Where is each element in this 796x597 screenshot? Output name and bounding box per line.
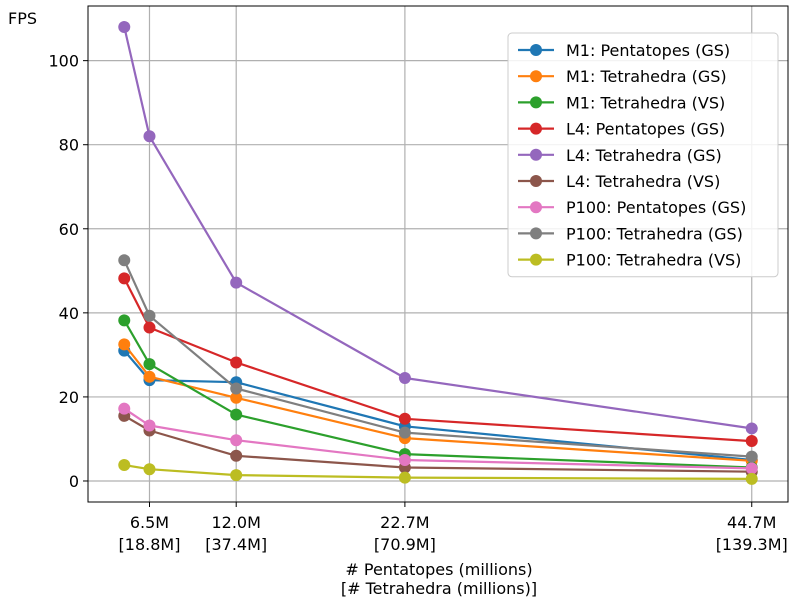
- legend-marker: [530, 253, 542, 266]
- x-tick-sublabel: [139.3M]: [716, 535, 788, 554]
- legend-label: L4: Tetrahedra (VS): [566, 172, 720, 191]
- x-tick-sublabel: [18.8M]: [119, 535, 181, 554]
- x-tick-label: 22.7M: [380, 513, 429, 532]
- axis-layer: 0 20 40 60 80 100 6.5M [18.8M] 12.0M [37.4M] 22.7M…: [48, 52, 787, 554]
- legend-label: L4: Pentatopes (GS): [566, 120, 725, 139]
- series-line: [123, 259, 752, 458]
- y-tick-label: 60: [59, 220, 79, 239]
- series-line: [123, 343, 752, 462]
- legend-label: P100: Tetrahedra (VS): [566, 251, 741, 270]
- data-point: [118, 21, 131, 34]
- data-point: [398, 372, 411, 384]
- y-tick-label: 20: [59, 388, 79, 407]
- series-line: [123, 277, 752, 443]
- data-point: [143, 358, 156, 371]
- series-1: [118, 344, 758, 466]
- plot-area-frame: [87, 5, 789, 503]
- x-tick-label: 12.0M: [211, 513, 260, 532]
- series-9: [118, 459, 758, 485]
- y-tick-label: 40: [59, 304, 79, 323]
- x-tick-sublabel: [37.4M]: [205, 535, 267, 554]
- legend-marker: [530, 122, 542, 135]
- legend-item: P100: Tetrahedra (GS): [518, 224, 743, 243]
- data-point: [143, 309, 156, 322]
- legend-label: M1: Pentatopes (GS): [566, 41, 730, 60]
- legend-marker: [530, 70, 542, 83]
- data-point: [398, 453, 411, 466]
- x-axis-label: # Pentatopes (millions): [345, 560, 532, 579]
- legend-label: M1: Tetrahedra (VS): [566, 93, 725, 112]
- legend-item: P100: Pentatopes (GS): [518, 198, 746, 217]
- data-point: [143, 370, 156, 383]
- series-5: [118, 21, 758, 435]
- data-point: [398, 426, 411, 439]
- x-tick-label: 6.5M: [130, 513, 169, 532]
- x-tick-sublabel: [70.9M]: [374, 535, 436, 554]
- data-point: [143, 321, 156, 334]
- data-point: [745, 462, 758, 475]
- series-layer: [118, 21, 758, 485]
- y-tick-label: 100: [48, 52, 79, 71]
- data-point: [230, 276, 243, 289]
- series-line: [123, 407, 752, 470]
- y-axis-label: FPS: [8, 9, 37, 28]
- legend-item: M1: Pentatopes (GS): [518, 41, 730, 60]
- data-point: [118, 402, 131, 415]
- legend-item: L4: Pentatopes (GS): [518, 120, 725, 139]
- data-point: [230, 391, 243, 404]
- legend-box: [507, 32, 779, 278]
- data-point: [230, 469, 243, 482]
- legend-label: L4: Tetrahedra (GS): [566, 146, 722, 165]
- legend-label: M1: Tetrahedra (GS): [566, 67, 727, 86]
- data-point: [230, 449, 243, 462]
- legend-item: P100: Tetrahedra (VS): [518, 251, 741, 270]
- legend-marker: [530, 44, 542, 56]
- data-point: [143, 130, 156, 143]
- legend-marker: [530, 227, 542, 240]
- data-point: [143, 463, 156, 476]
- data-point: [745, 422, 758, 435]
- legend-item: M1: Tetrahedra (GS): [518, 67, 727, 86]
- data-point: [118, 338, 131, 351]
- x-tick-label: 44.7M: [727, 513, 776, 532]
- legend-marker: [530, 148, 542, 161]
- series-4: [118, 272, 758, 448]
- data-point: [118, 314, 131, 327]
- data-point: [230, 434, 243, 447]
- legend-item: L4: Tetrahedra (VS): [518, 172, 720, 191]
- legend-item: M1: Tetrahedra (VS): [518, 93, 725, 112]
- data-point: [745, 435, 758, 448]
- data-point: [118, 272, 131, 285]
- y-tick-label: 80: [59, 136, 79, 155]
- legend-marker: [530, 201, 542, 214]
- series-8: [118, 254, 758, 463]
- x-axis-sublabel: [# Tetrahedra (millions)]: [341, 579, 537, 597]
- data-point: [230, 382, 243, 395]
- data-point: [230, 408, 243, 421]
- legend-marker: [530, 96, 542, 109]
- legend-item: L4: Tetrahedra (GS): [518, 146, 722, 165]
- y-tick-label: 0: [69, 472, 79, 491]
- data-point: [745, 450, 758, 463]
- data-point: [398, 471, 411, 484]
- legend-marker: [530, 175, 542, 187]
- legend-label: P100: Tetrahedra (GS): [566, 224, 743, 243]
- legend: M1: Pentatopes (GS) M1: Tetrahedra (GS) M1…: [507, 32, 779, 278]
- data-point: [398, 412, 411, 425]
- data-point: [143, 419, 156, 432]
- series-7: [118, 402, 758, 475]
- data-point: [118, 254, 131, 267]
- data-point: [230, 356, 243, 369]
- legend-label: P100: Pentatopes (GS): [566, 198, 746, 217]
- data-point: [118, 459, 131, 472]
- data-point: [745, 472, 758, 485]
